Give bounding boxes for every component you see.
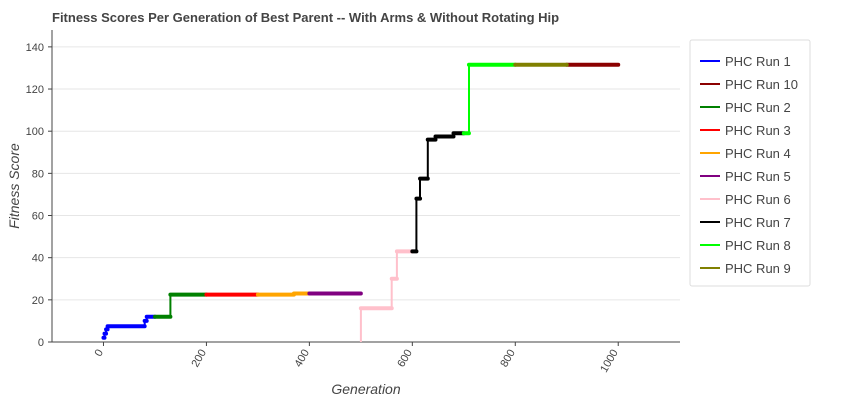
y-tick-label: 80 bbox=[32, 168, 44, 180]
x-tick-label: 1000 bbox=[598, 348, 621, 375]
y-tick-label: 100 bbox=[26, 126, 44, 138]
y-axis-label: Fitness Score bbox=[6, 143, 22, 229]
chart-title: Fitness Scores Per Generation of Best Pa… bbox=[52, 10, 559, 25]
legend-label: PHC Run 4 bbox=[725, 146, 791, 161]
legend-item[interactable]: PHC Run 8 bbox=[700, 238, 791, 253]
y-tick-label: 60 bbox=[32, 211, 44, 223]
x-tick-label: 200 bbox=[189, 348, 209, 370]
legend-label: PHC Run 7 bbox=[725, 215, 791, 230]
legend-item[interactable]: PHC Run 9 bbox=[700, 261, 791, 276]
y-tick-label: 0 bbox=[38, 337, 44, 349]
legend-item[interactable]: PHC Run 5 bbox=[700, 169, 791, 184]
legend-item[interactable]: PHC Run 4 bbox=[700, 146, 791, 161]
series-line bbox=[463, 63, 516, 135]
legend-item[interactable]: PHC Run 6 bbox=[700, 192, 791, 207]
legend-label: PHC Run 10 bbox=[725, 77, 798, 92]
legend: PHC Run 1 PHC Run 10 PHC Run 2 PHC Run 3 PHC… bbox=[700, 54, 798, 276]
grid-lines bbox=[52, 46, 680, 301]
legend-label: PHC Run 2 bbox=[725, 100, 791, 115]
series-lines bbox=[101, 62, 621, 342]
x-tick-label: 0 bbox=[93, 348, 106, 359]
legend-label: PHC Run 5 bbox=[725, 169, 791, 184]
legend-item[interactable]: PHC Run 7 bbox=[700, 215, 791, 230]
series-phc-run-4 bbox=[255, 291, 312, 297]
y-tick-label: 140 bbox=[26, 42, 44, 54]
y-tick-label: 120 bbox=[26, 84, 44, 96]
y-tick-label: 40 bbox=[32, 253, 44, 265]
series-line bbox=[155, 293, 207, 318]
legend-item[interactable]: PHC Run 1 bbox=[700, 54, 791, 69]
legend-item[interactable]: PHC Run 2 bbox=[700, 100, 791, 115]
y-tick-label: 20 bbox=[32, 295, 44, 307]
legend-label: PHC Run 9 bbox=[725, 261, 791, 276]
legend-item[interactable]: PHC Run 10 bbox=[700, 77, 798, 92]
x-tick-label: 800 bbox=[498, 348, 518, 370]
series-phc-run-7 bbox=[410, 131, 466, 254]
x-tick-label: 600 bbox=[395, 348, 415, 370]
legend-label: PHC Run 6 bbox=[725, 192, 791, 207]
x-axis-label: Generation bbox=[331, 381, 400, 397]
legend-label: PHC Run 8 bbox=[725, 238, 791, 253]
series-phc-run-2 bbox=[152, 292, 209, 319]
series-phc-run-8 bbox=[461, 62, 518, 136]
series-phc-run-6 bbox=[358, 249, 415, 342]
series-phc-run-1 bbox=[101, 314, 157, 340]
legend-label: PHC Run 3 bbox=[725, 123, 791, 138]
series-line bbox=[359, 250, 413, 342]
legend-box bbox=[689, 39, 811, 287]
legend-label: PHC Run 1 bbox=[725, 54, 791, 69]
x-tick-label: 400 bbox=[292, 348, 312, 370]
legend-item[interactable]: PHC Run 3 bbox=[700, 123, 791, 138]
series-line bbox=[412, 132, 464, 253]
